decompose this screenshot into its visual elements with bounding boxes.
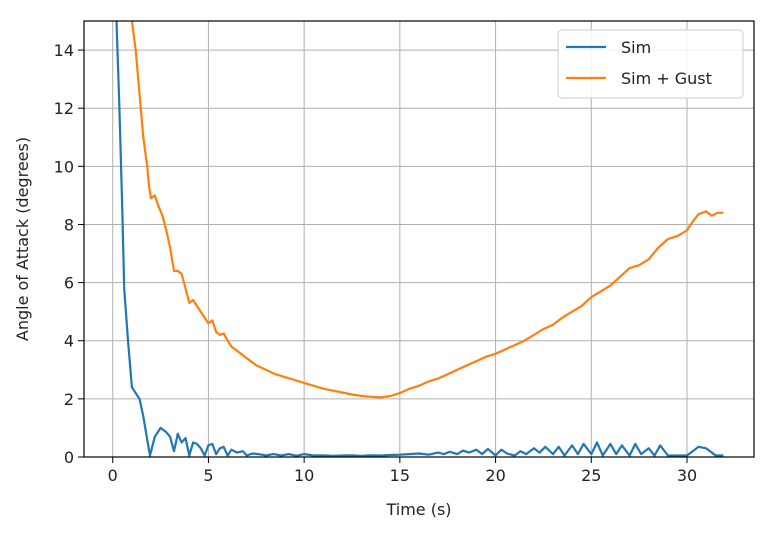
x-tick-label: 5	[203, 466, 213, 485]
legend: Sim Sim + Gust	[557, 29, 744, 99]
y-tick-label: 4	[64, 332, 74, 351]
y-tick-label: 14	[54, 41, 74, 60]
x-tick-label: 25	[581, 466, 601, 485]
plot-frame	[83, 20, 755, 458]
x-tick-label: 10	[294, 466, 314, 485]
x-axis-ticks: 0 5 10 15 20 25 30	[108, 457, 697, 485]
y-tick-label: 10	[54, 157, 74, 176]
x-tick-label: 20	[485, 466, 505, 485]
y-tick-label: 6	[64, 274, 74, 293]
y-tick-label: 0	[64, 448, 74, 467]
series-lines	[115, 21, 724, 457]
legend-label-sim-gust: Sim + Gust	[621, 69, 712, 88]
series-sim-line	[115, 21, 724, 457]
y-axis-label: Angle of Attack (degrees)	[13, 137, 32, 341]
x-tick-label: 15	[390, 466, 410, 485]
y-tick-label: 12	[54, 99, 74, 118]
x-tick-label: 0	[108, 466, 118, 485]
x-axis-label: Time (s)	[385, 500, 451, 519]
series-sim-gust-line	[130, 21, 724, 399]
y-tick-label: 8	[64, 215, 74, 234]
y-axis-ticks: 0 2 4 6 8 10 12 14	[54, 41, 84, 467]
x-tick-label: 30	[677, 466, 697, 485]
legend-label-sim: Sim	[621, 38, 651, 57]
y-tick-label: 2	[64, 390, 74, 409]
